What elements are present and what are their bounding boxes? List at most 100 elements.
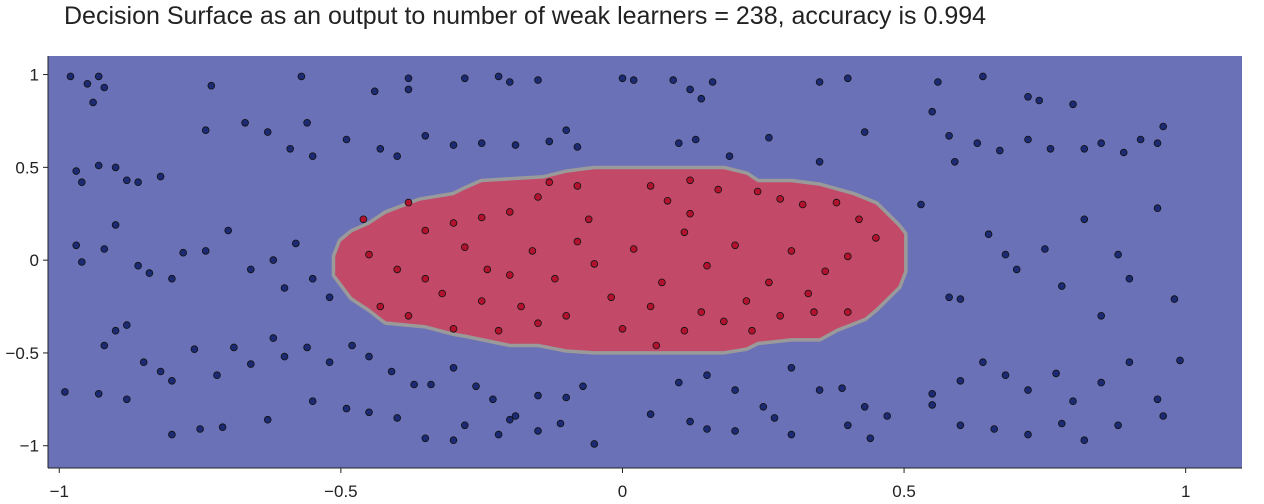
x-tick-label: −1: [50, 482, 69, 501]
inner-data-point: [663, 197, 672, 205]
outer-data-point: [1001, 371, 1010, 380]
outer-data-point: [404, 74, 413, 83]
x-tick-label: 1: [1181, 482, 1190, 501]
outer-data-point: [703, 371, 711, 380]
inner-data-point: [843, 252, 852, 261]
outer-data-point: [956, 376, 965, 385]
outer-data-point: [94, 72, 103, 81]
outer-data-point: [945, 293, 953, 302]
inner-data-point: [680, 326, 689, 335]
outer-data-point: [708, 78, 717, 86]
inner-data-point: [505, 271, 514, 279]
outer-data-point: [494, 430, 503, 439]
outer-data-point: [629, 76, 638, 84]
inner-data-point: [449, 219, 458, 227]
outer-data-point: [731, 427, 739, 435]
outer-data-point: [979, 72, 987, 81]
outer-data-point: [545, 137, 554, 146]
outer-data-point: [843, 421, 852, 430]
outer-data-point: [477, 139, 486, 148]
outer-data-point: [247, 265, 255, 274]
outer-data-point: [562, 393, 570, 402]
y-tick-label: −1: [20, 437, 39, 456]
inner-data-point: [618, 324, 627, 333]
outer-data-point: [263, 128, 272, 136]
outer-data-point: [449, 141, 458, 149]
outer-data-point: [269, 334, 278, 342]
outer-data-point: [1159, 412, 1167, 420]
outer-data-point: [1024, 430, 1032, 439]
inner-data-point: [731, 241, 739, 250]
outer-data-point: [207, 81, 216, 90]
outer-data-point: [866, 434, 875, 443]
inner-data-point: [393, 265, 402, 274]
outer-data-point: [1052, 369, 1060, 378]
outer-data-point: [196, 425, 204, 433]
outer-data-point: [308, 397, 317, 406]
inner-data-point: [748, 326, 756, 335]
outer-data-point: [573, 143, 582, 151]
outer-data-point: [156, 172, 165, 181]
outer-data-point: [83, 80, 92, 88]
outer-data-point: [201, 126, 210, 134]
inner-data-point: [810, 308, 818, 316]
x-axis-ticks: −1 −0.5 0 0.5 1: [50, 468, 1190, 501]
outer-data-point: [1119, 148, 1128, 157]
outer-data-point: [787, 363, 796, 372]
outer-data-point: [286, 145, 295, 153]
inner-data-point: [765, 278, 773, 287]
outer-data-point: [89, 98, 97, 107]
outer-data-point: [765, 133, 773, 142]
outer-data-point: [1069, 397, 1077, 406]
outer-data-point: [100, 245, 109, 253]
outer-data-point: [1024, 135, 1032, 144]
outer-data-point: [759, 402, 768, 411]
outer-data-point: [1046, 145, 1055, 153]
outer-data-point: [1125, 274, 1134, 283]
outer-data-point: [1080, 145, 1089, 153]
x-tick-label: 0: [618, 482, 627, 501]
outer-data-point: [365, 352, 373, 361]
inner-data-point: [652, 341, 661, 350]
inner-data-point: [562, 311, 570, 320]
outer-data-point: [449, 363, 458, 372]
inner-data-point: [646, 182, 655, 190]
outer-data-point: [674, 378, 683, 387]
outer-data-point: [917, 200, 925, 209]
outer-data-point: [224, 226, 233, 235]
outer-data-point: [618, 74, 627, 83]
inner-data-point: [449, 324, 458, 333]
outer-data-point: [1125, 358, 1134, 367]
outer-data-point: [950, 158, 959, 166]
inner-data-point: [584, 215, 593, 224]
inner-data-point: [438, 289, 447, 298]
outer-data-point: [815, 386, 824, 394]
outer-data-point: [460, 74, 469, 83]
outer-data-point: [94, 389, 103, 398]
inner-data-point: [494, 326, 503, 335]
outer-data-point: [1159, 122, 1167, 131]
outer-data-point: [421, 434, 430, 443]
outer-data-point: [1097, 311, 1105, 320]
outer-data-point: [770, 414, 779, 422]
inner-data-point: [534, 319, 542, 328]
inner-data-point: [787, 247, 796, 255]
outer-data-point: [308, 152, 317, 161]
outer-data-point: [303, 343, 311, 352]
inner-data-point: [680, 228, 689, 237]
outer-data-point: [365, 408, 373, 417]
outer-data-point: [494, 72, 503, 81]
inner-data-point: [607, 293, 615, 302]
outer-data-point: [263, 415, 272, 424]
inner-data-point: [517, 302, 525, 311]
inner-data-point: [697, 308, 706, 316]
outer-data-point: [449, 436, 458, 445]
outer-data-point: [280, 284, 289, 292]
outer-data-point: [145, 269, 154, 277]
outer-data-point: [1080, 436, 1089, 445]
inner-data-point: [629, 245, 638, 253]
inner-data-point: [686, 209, 694, 218]
outer-data-point: [1097, 139, 1105, 148]
inner-data-point: [804, 289, 813, 298]
outer-data-point: [1170, 295, 1179, 303]
